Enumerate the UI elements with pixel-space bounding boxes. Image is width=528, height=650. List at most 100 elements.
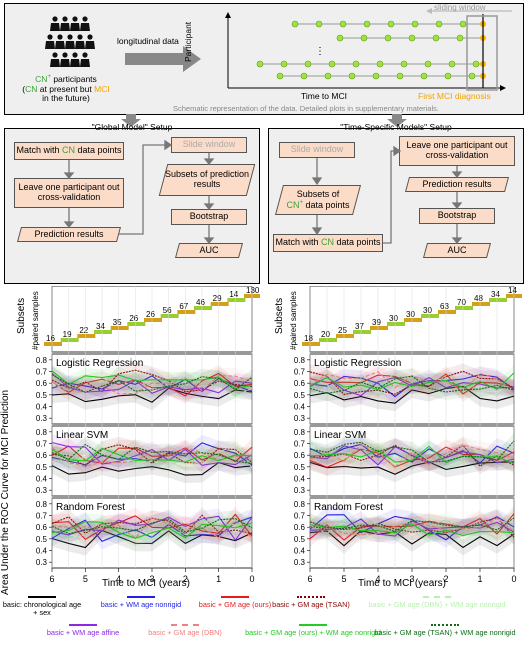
subset-count: 48	[474, 294, 483, 303]
person-body	[75, 41, 85, 49]
person-body	[70, 59, 80, 67]
subset-bar	[319, 338, 337, 342]
specific-prediction-step: Prediction results	[404, 177, 510, 192]
subset-bar	[177, 310, 196, 314]
y-tick-label: 0.3	[294, 558, 306, 567]
subset-count: 37	[355, 322, 364, 331]
confidence-band	[310, 432, 514, 471]
person-body	[50, 59, 60, 67]
auc-series-line	[51, 372, 253, 397]
auc-series-line	[309, 372, 515, 391]
x-label-specific: Time to MCI (years)	[358, 578, 446, 589]
y-tick-label: 0.6	[294, 523, 306, 532]
subset-bar	[455, 306, 473, 310]
legend-swatch	[28, 596, 56, 598]
confidence-band	[52, 513, 252, 547]
y-tick-label: 0.3	[294, 414, 306, 423]
subset-count: 34	[96, 322, 105, 331]
confidence-band	[310, 364, 514, 398]
y-tick-label: 0.4	[294, 403, 306, 412]
global-setup-title: "Global Model" Setup	[91, 122, 173, 132]
participants-icon	[45, 16, 95, 67]
y-tick-label: 0.5	[294, 391, 306, 400]
legend-item: basic: chronological age + sex	[2, 596, 82, 617]
legend-swatch	[69, 624, 97, 626]
person-body	[65, 41, 75, 49]
x-tick-label: 4	[375, 574, 380, 584]
subset-bar	[370, 326, 388, 330]
y-tick-label: 0.8	[36, 356, 48, 365]
subset-bar	[60, 338, 79, 342]
data-point	[376, 60, 384, 68]
data-point	[408, 34, 416, 42]
panel-title: Logistic Regression	[56, 358, 143, 369]
subset-bar	[110, 326, 129, 330]
auc-series-line	[51, 519, 253, 540]
subset-bar	[44, 342, 62, 346]
x-tick-label: 5	[83, 574, 88, 584]
auc-series-line	[309, 370, 515, 396]
subset-bar	[353, 330, 371, 334]
auc-series-line	[309, 372, 515, 396]
x-tick-label: 3	[149, 574, 154, 584]
specific-auc-step: AUC	[422, 243, 492, 258]
subset-count: 30	[406, 310, 415, 319]
auc-series-line	[51, 515, 253, 541]
y-tick-label: 0.4	[36, 403, 48, 412]
global-slide-step: Slide window	[171, 137, 247, 153]
data-point	[352, 60, 360, 68]
auc-series-line	[309, 514, 515, 541]
subset-count: 25	[338, 326, 347, 335]
confidence-band	[310, 509, 514, 540]
auc-series-line	[309, 517, 515, 536]
y-tick-label: 0.3	[36, 414, 48, 423]
legend-item: basic + GM age (ours) + WM age nonrigid	[228, 624, 398, 637]
subset-count: 20	[321, 330, 330, 339]
confidence-band	[52, 512, 252, 547]
plots-specific: Subsets #paired samples 18 20 25 37 39 30 30 30 63…	[274, 286, 522, 584]
schematic-panel: CN+ participants (CN at present but MCI …	[4, 3, 524, 115]
longitudinal-arrow	[125, 46, 201, 72]
confidence-band	[310, 368, 514, 402]
data-point	[387, 20, 395, 28]
subset-bar	[421, 314, 439, 318]
global-auc-step: AUC	[174, 243, 244, 258]
person-body	[80, 23, 90, 31]
y-tick-label: 0.5	[36, 391, 48, 400]
paired-label: #paired samples	[289, 291, 298, 350]
confidence-band	[310, 363, 514, 401]
auc-series-line	[309, 375, 515, 394]
subset-count: 35	[113, 318, 122, 327]
x-tick-label: 0	[511, 574, 516, 584]
confidence-band	[310, 515, 514, 544]
confidence-band	[310, 454, 514, 483]
confidence-band	[310, 434, 514, 474]
first-mci-label: First MCI diagnosis	[418, 91, 491, 101]
person-icon	[52, 52, 58, 58]
data-point	[280, 60, 288, 68]
subset-count: 14	[508, 286, 517, 295]
subset-count: 34	[491, 290, 500, 299]
subset-count: 19	[63, 330, 72, 339]
person-icon	[62, 16, 68, 22]
data-point	[372, 72, 380, 80]
subset-bar	[194, 306, 212, 310]
confidence-band	[52, 439, 252, 475]
subset-bar	[160, 314, 179, 318]
data-point	[459, 20, 467, 28]
auc-series-line	[309, 444, 515, 468]
x-tick-label: 6	[49, 574, 54, 584]
y-tick-label: 0.8	[294, 356, 306, 365]
global-setup-panel: "Global Model" Setup Match with CN data …	[4, 122, 260, 284]
y-tick-label: 0.5	[294, 535, 306, 544]
legend-item: basic + GM age (TSAN) + WM age nonrigid	[360, 624, 528, 637]
y-tick-label: 0.4	[294, 547, 306, 556]
y-tick-label: 0.7	[294, 512, 306, 521]
auc-series-line	[51, 371, 253, 397]
schematic-x-label: Time to MCI	[301, 91, 347, 101]
subset-bar	[302, 342, 320, 346]
confidence-band	[52, 380, 252, 411]
x-label-global: Time to MCI (years)	[102, 578, 190, 589]
subset-count: 67	[179, 302, 188, 311]
subset-count: 70	[457, 298, 466, 307]
